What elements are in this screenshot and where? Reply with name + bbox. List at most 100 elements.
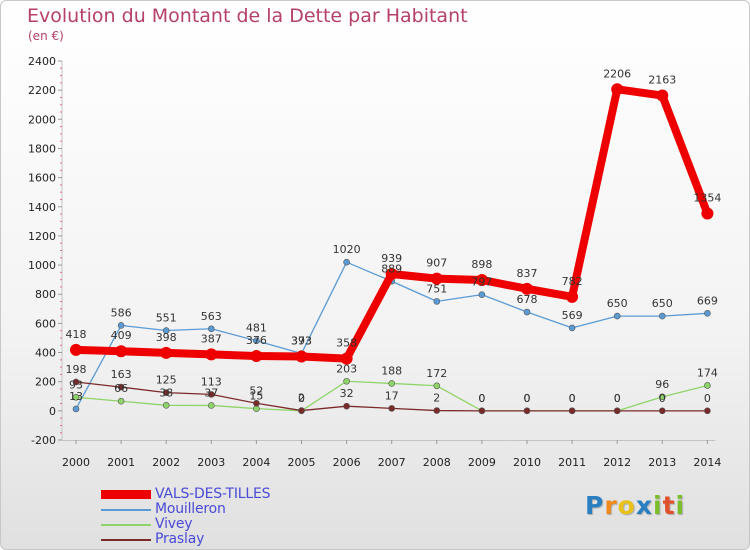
data-label: 113 — [201, 375, 222, 388]
data-point — [566, 290, 579, 303]
y-tick-label: 1000 — [28, 259, 56, 272]
data-label: 172 — [426, 367, 447, 380]
data-label: 837 — [517, 267, 538, 280]
y-tick-label: 400 — [35, 347, 56, 360]
data-point — [72, 393, 80, 401]
data-label: 481 — [246, 322, 267, 335]
data-point — [208, 402, 215, 409]
x-tick-label: 2007 — [378, 456, 406, 469]
y-tick-label: -200 — [31, 434, 56, 447]
data-label: 398 — [156, 331, 177, 344]
data-point — [388, 405, 396, 412]
data-point — [478, 407, 486, 415]
data-point — [72, 378, 80, 386]
x-tick-label: 2003 — [197, 456, 225, 469]
data-label: 650 — [652, 297, 673, 310]
data-label: 13 — [69, 390, 83, 403]
data-label: 52 — [249, 384, 263, 397]
data-label: 66 — [114, 382, 128, 395]
data-point — [611, 83, 624, 96]
data-label: 163 — [111, 368, 132, 381]
data-point — [162, 327, 170, 334]
data-label: 17 — [385, 389, 399, 402]
x-tick-label: 2004 — [242, 456, 270, 469]
y-tick-label: 600 — [35, 317, 56, 330]
data-label: 32 — [340, 387, 354, 400]
data-label: 0 — [614, 392, 621, 405]
data-point — [208, 325, 215, 333]
data-point — [704, 382, 711, 389]
legend-label: Vivey — [155, 516, 193, 532]
data-label: 782 — [562, 275, 583, 288]
data-label: 2 — [298, 392, 305, 405]
data-point — [658, 393, 666, 401]
data-point — [433, 407, 441, 414]
data-point — [205, 348, 218, 361]
y-tick-label: 1600 — [28, 172, 56, 185]
data-point — [343, 258, 350, 266]
data-label: 563 — [201, 310, 222, 323]
x-tick-label: 2005 — [288, 456, 316, 469]
data-label: 93 — [69, 378, 83, 391]
data-point — [433, 298, 441, 305]
data-label: 0 — [478, 392, 485, 405]
data-point — [115, 345, 128, 358]
data-label: 203 — [336, 362, 357, 375]
data-label: 409 — [111, 329, 132, 342]
data-label: 373 — [291, 334, 312, 347]
y-tick-label: 800 — [35, 288, 56, 301]
data-label: 650 — [607, 297, 628, 310]
y-tick-label: 0 — [49, 405, 56, 418]
data-point — [117, 322, 125, 329]
data-label: 907 — [426, 257, 447, 270]
x-tick-label: 2001 — [107, 456, 135, 469]
data-point — [658, 312, 666, 320]
x-tick-label: 2011 — [558, 456, 586, 469]
data-label: 387 — [201, 332, 222, 345]
data-label: 0 — [569, 392, 576, 405]
y-tick-label: 200 — [35, 376, 56, 389]
data-label: 889 — [381, 262, 402, 275]
data-label: 751 — [426, 282, 447, 295]
data-label: 0 — [524, 392, 531, 405]
data-label: 0 — [614, 392, 621, 405]
data-label: 0 — [569, 392, 576, 405]
data-label: 15 — [249, 390, 263, 403]
proxiti-logo: Proxiti — [585, 491, 686, 520]
legend-swatch — [101, 532, 151, 547]
data-label: 125 — [156, 374, 177, 387]
data-point — [72, 405, 80, 413]
data-point — [568, 324, 576, 332]
y-tick-label: 2000 — [28, 113, 56, 126]
data-point — [430, 272, 443, 285]
data-label: 586 — [111, 306, 132, 319]
data-label: 1020 — [333, 243, 361, 256]
y-tick-label: 1200 — [28, 230, 56, 243]
y-tick-label: 2400 — [28, 55, 56, 68]
legend-swatch — [101, 517, 151, 532]
x-tick-label: 2008 — [423, 456, 451, 469]
data-label: 0 — [298, 392, 305, 405]
data-label: 551 — [156, 312, 177, 325]
data-point — [295, 350, 308, 363]
y-tick-label: 2200 — [28, 84, 56, 97]
data-label: 393 — [291, 335, 312, 348]
legend-label: Praslay — [155, 531, 205, 547]
data-point — [704, 407, 711, 415]
data-label: 2163 — [648, 74, 676, 87]
data-point — [343, 377, 350, 385]
data-label: 376 — [246, 334, 267, 347]
x-tick-label: 2012 — [603, 456, 631, 469]
data-label: 797 — [471, 276, 492, 289]
data-point — [162, 402, 170, 409]
data-point — [521, 282, 533, 295]
legend-swatch — [101, 502, 151, 517]
data-point — [298, 407, 305, 414]
data-point — [388, 380, 396, 387]
x-tick-label: 2002 — [152, 456, 180, 469]
data-label: 1354 — [693, 191, 721, 204]
data-point — [160, 346, 173, 359]
x-tick-label: 2010 — [513, 456, 541, 469]
